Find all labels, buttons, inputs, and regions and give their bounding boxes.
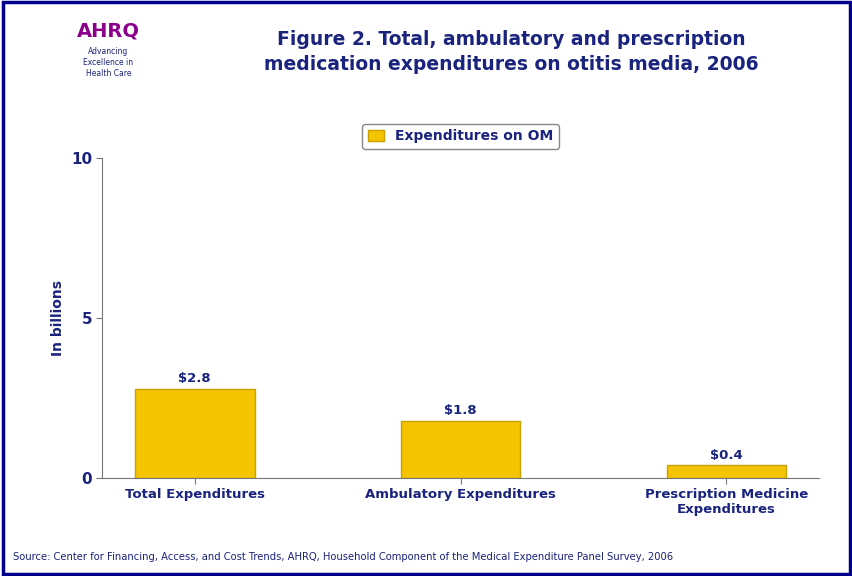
Bar xyxy=(135,389,254,478)
FancyBboxPatch shape xyxy=(62,7,154,101)
Legend: Expenditures on OM: Expenditures on OM xyxy=(361,124,559,149)
Bar xyxy=(400,420,520,478)
Text: $1.8: $1.8 xyxy=(444,404,476,418)
Text: $2.8: $2.8 xyxy=(178,372,210,385)
Text: AHRQ: AHRQ xyxy=(77,21,140,40)
Text: Advancing
Excellence in
Health Care: Advancing Excellence in Health Care xyxy=(83,47,133,78)
Text: Figure 2. Total, ambulatory and prescription
medication expenditures on otitis m: Figure 2. Total, ambulatory and prescrip… xyxy=(263,30,757,74)
Text: Source: Center for Financing, Access, and Cost Trends, AHRQ, Household Component: Source: Center for Financing, Access, an… xyxy=(13,552,672,562)
Text: $0.4: $0.4 xyxy=(709,449,742,462)
Y-axis label: In billions: In billions xyxy=(51,281,66,356)
Bar xyxy=(666,465,786,478)
